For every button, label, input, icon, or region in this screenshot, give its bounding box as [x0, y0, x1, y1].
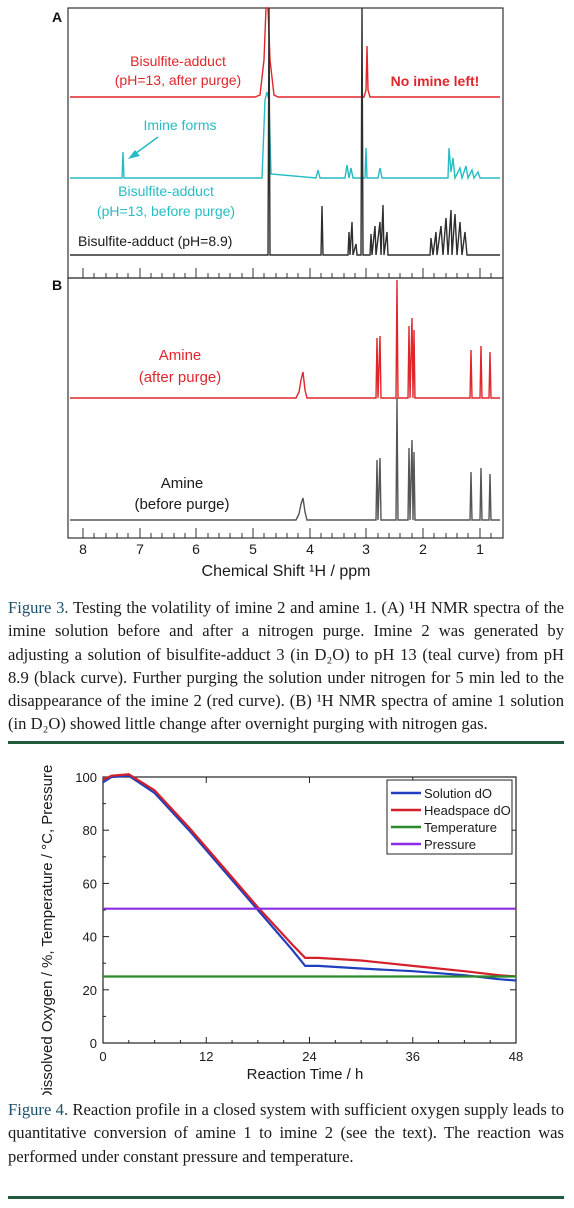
spectrum-amine-after-purge — [70, 279, 500, 399]
nmr-x-tick: 1 — [476, 541, 484, 557]
figure-4: 0 12 24 36 48 0 20 40 60 80 100 Solution dO Headspa… — [0, 725, 574, 1102]
legend-label: Temperature — [424, 820, 497, 835]
y-tick-label: 40 — [83, 930, 97, 945]
y-tick-label: 80 — [83, 823, 97, 838]
nmr-x-tick: 7 — [136, 541, 144, 557]
legend-label: Pressure — [424, 837, 476, 852]
amine-after-label-2: (after purge) — [139, 369, 222, 386]
nmr-x-tick: 8 — [79, 541, 87, 557]
nmr-x-axis-label: Chemical Shift ¹H / ppm — [202, 563, 371, 580]
spectrum-black-ph89 — [70, 7, 500, 256]
figure-3-caption-text: Testing the volatility of imine 2 and am… — [8, 598, 564, 734]
figure-3: A B Bisulfite-adduct (pH=13, after purge… — [0, 0, 574, 590]
legend-label: Solution dO — [424, 786, 492, 801]
spectrum-teal-before-purge — [70, 91, 500, 181]
x-tick-label: 12 — [199, 1049, 213, 1064]
panel-a-ticks — [82, 268, 492, 278]
panel-b-frame — [67, 277, 504, 539]
nmr-x-tick-labels: 8 7 6 5 4 3 2 1 — [79, 541, 484, 557]
red-curve-label-2: (pH=13, after purge) — [115, 72, 241, 88]
amine-after-label-1: Amine — [159, 347, 202, 364]
series-line-headspace-do — [102, 773, 517, 978]
bottom-divider-rule — [8, 1196, 564, 1199]
imine-arrow-icon — [128, 136, 159, 159]
amine-before-label-1: Amine — [161, 475, 204, 492]
amine-before-label-2: (before purge) — [134, 496, 229, 513]
no-imine-label: No imine left! — [391, 73, 480, 89]
reaction-profile-chart: 0 12 24 36 48 0 20 40 60 80 100 Solution dO Headspa… — [39, 725, 523, 1102]
nmr-x-tick: 6 — [192, 541, 200, 557]
spectrum-amine-before-purge — [70, 397, 500, 521]
nmr-x-tick: 3 — [362, 541, 370, 557]
x-tick-label: 48 — [509, 1049, 523, 1064]
panel-b-label: B — [52, 277, 62, 293]
y-tick-label: 60 — [83, 876, 97, 891]
chart-series — [102, 773, 517, 982]
figure-3-caption: Figure 3. Testing the volatility of imin… — [8, 596, 564, 736]
panel-a-label: A — [52, 9, 62, 25]
chart-legend: Solution dO Headspace dO Temperature Pressu… — [386, 779, 513, 855]
nmr-x-tick: 5 — [249, 541, 257, 557]
imine-forms-label: Imine forms — [143, 117, 216, 133]
teal-curve-label-2: (pH=13, before purge) — [97, 203, 235, 219]
red-curve-label-1: Bisulfite-adduct — [130, 53, 226, 69]
nmr-x-tick: 2 — [419, 541, 427, 557]
black-curve-label: Bisulfite-adduct (pH=8.9) — [78, 233, 232, 249]
series-line-solution-do — [102, 774, 517, 982]
nmr-figure-svg: A B Bisulfite-adduct (pH=13, after purge… — [52, 7, 504, 580]
divider-rule — [8, 741, 564, 744]
y-tick-label: 100 — [75, 770, 97, 785]
x-tick-label: 24 — [302, 1049, 316, 1064]
legend-label: Headspace dO — [424, 803, 511, 818]
chart-x-axis-label: Reaction Time / h — [247, 1066, 364, 1083]
nmr-x-tick: 4 — [306, 541, 314, 557]
figure-4-caption: Figure 4. Reaction profile in a closed s… — [8, 1098, 564, 1168]
panel-b-ticks — [82, 528, 492, 538]
figure-4-caption-text: Reaction profile in a closed system with… — [8, 1100, 565, 1166]
chart-y-axis-label: Dissolved Oxygen / %, Temperature / °C, … — [39, 765, 56, 1095]
chart-axes: 0 12 24 36 48 0 20 40 60 80 100 — [75, 770, 523, 1064]
teal-curve-label-1: Bisulfite-adduct — [118, 183, 214, 199]
y-tick-label: 20 — [83, 983, 97, 998]
figure-4-caption-label: Figure 4. — [8, 1100, 69, 1119]
y-tick-label: 0 — [90, 1036, 97, 1051]
spectrum-red-after-purge — [70, 7, 500, 98]
x-tick-label: 36 — [406, 1049, 420, 1064]
x-tick-label: 0 — [99, 1049, 106, 1064]
figure-3-caption-label: Figure 3. — [8, 598, 69, 617]
